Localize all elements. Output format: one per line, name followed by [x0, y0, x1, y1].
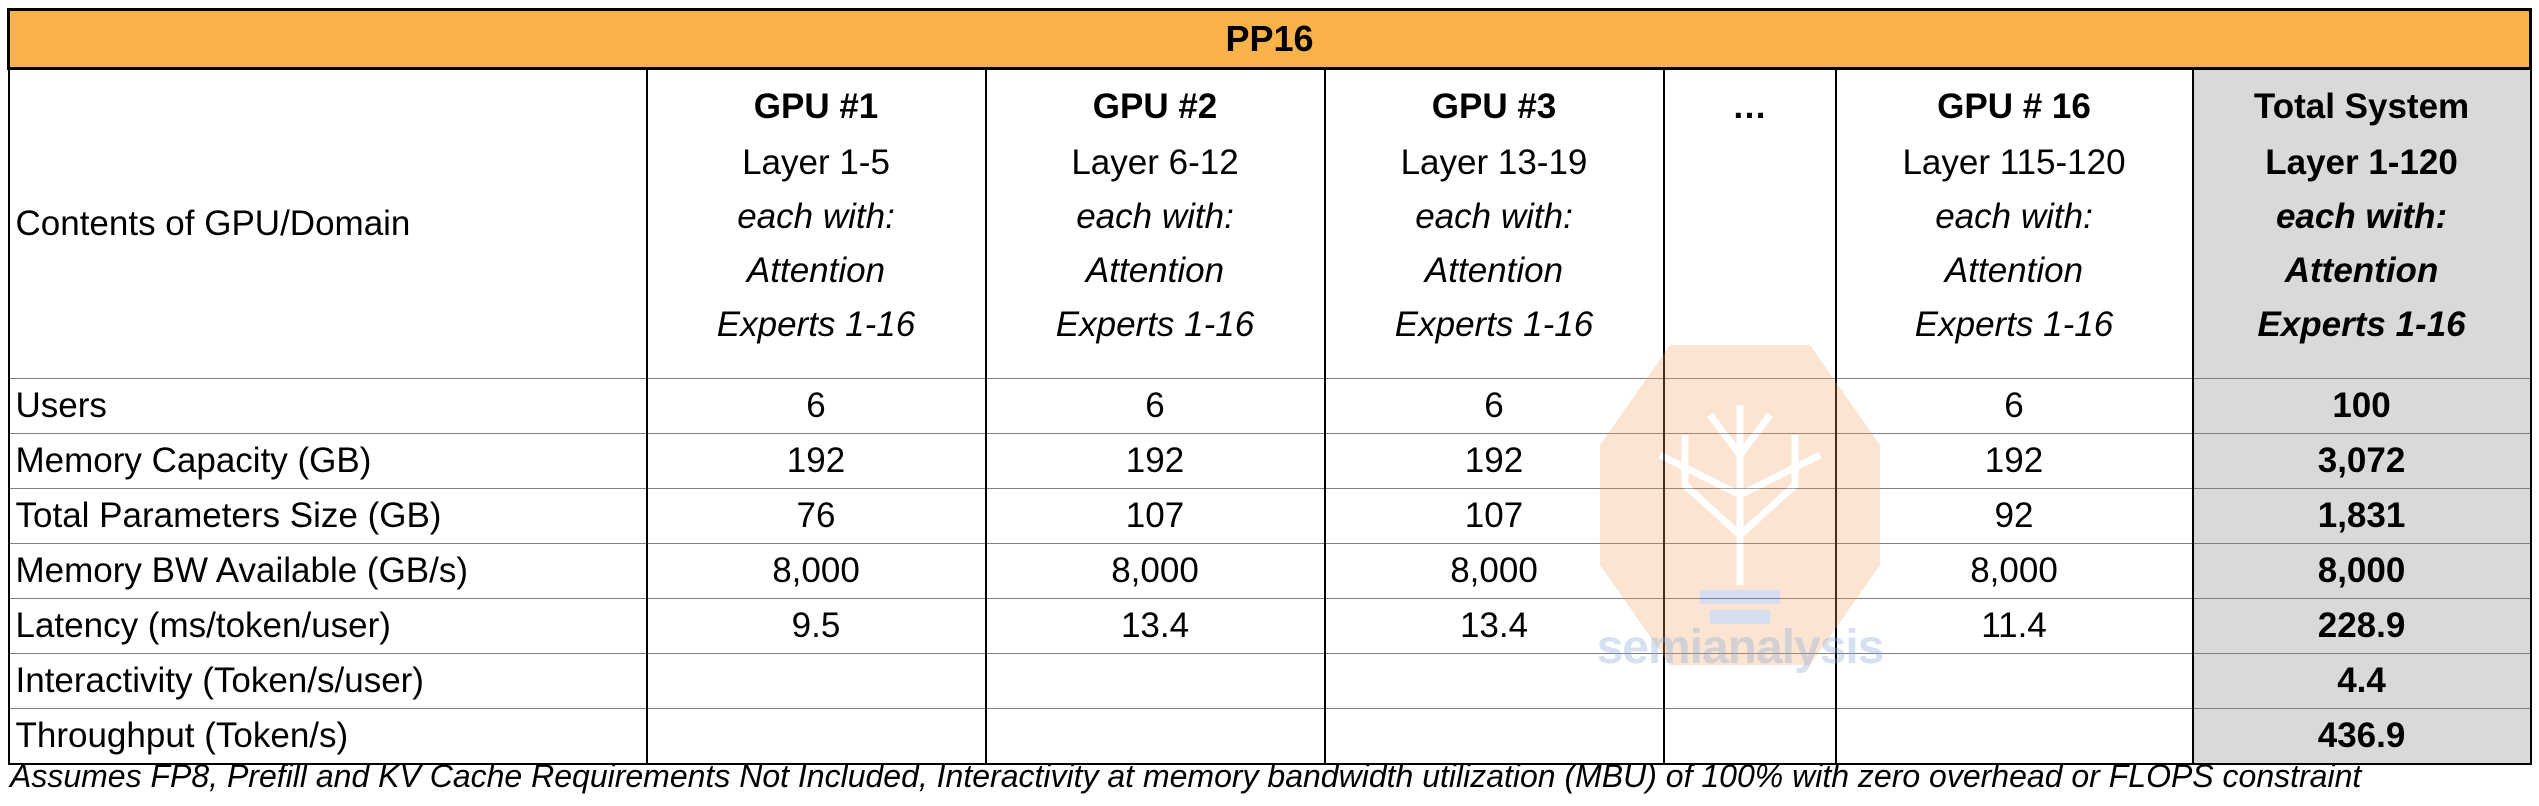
- experts-label: Experts 1-16: [1914, 305, 2114, 344]
- table-title: PP16: [6, 8, 2533, 70]
- table-cell: 192: [645, 433, 987, 489]
- table-cell: 6: [984, 378, 1326, 434]
- pp16-table-container: PP16 Contents of GPU/Domain GPU #1 Layer…: [6, 8, 2533, 765]
- column-header-gpu-16: GPU # 16 Layer 115-120 each with: Attent…: [1834, 68, 2194, 379]
- table-row: Latency (ms/token/user) 9.5 13.4 13.4 11.4 22…: [7, 598, 2532, 654]
- row-label: Throughput (Token/s): [7, 708, 648, 765]
- row-header-label: Contents of GPU/Domain: [7, 68, 648, 379]
- total-cell: 436.9: [2191, 708, 2532, 765]
- attention-label: Attention: [1085, 251, 1225, 290]
- table-row: Memory BW Available (GB/s) 8,000 8,000 8,00…: [7, 543, 2532, 599]
- layer-range: Layer 6-12: [1071, 143, 1239, 182]
- layer-range: Layer 1-120: [2265, 143, 2458, 182]
- table-cell: 192: [1834, 433, 2194, 489]
- column-name: Total System: [2253, 87, 2470, 126]
- table-cell: [984, 653, 1326, 709]
- table-cell: [645, 653, 987, 709]
- table-cell: 192: [1323, 433, 1665, 489]
- layer-range: Layer 1-5: [742, 143, 890, 182]
- each-with-label: each with:: [1935, 197, 2093, 236]
- table-cell: [984, 708, 1326, 765]
- each-with-label: each with:: [737, 197, 895, 236]
- total-cell: 8,000: [2191, 543, 2532, 599]
- row-label: Total Parameters Size (GB): [7, 488, 648, 544]
- table-cell: 107: [984, 488, 1326, 544]
- experts-label: Experts 1-16: [2257, 305, 2466, 344]
- header-row: Contents of GPU/Domain GPU #1 Layer 1-5 …: [7, 68, 2532, 379]
- table-cell: 76: [645, 488, 987, 544]
- column-name: GPU #3: [1431, 87, 1557, 126]
- row-label: Memory Capacity (GB): [7, 433, 648, 489]
- pp16-table: PP16 Contents of GPU/Domain GPU #1 Layer…: [6, 8, 2533, 765]
- layer-range: Layer 13-19: [1400, 143, 1588, 182]
- total-cell: 100: [2191, 378, 2532, 434]
- table-cell: 6: [1323, 378, 1665, 434]
- table-cell: 6: [645, 378, 987, 434]
- table-cell: 8,000: [645, 543, 987, 599]
- table-cell: [1323, 708, 1665, 765]
- experts-label: Experts 1-16: [1394, 305, 1594, 344]
- table-cell: [1662, 598, 1837, 654]
- table-footnote: Assumes FP8, Prefill and KV Cache Requir…: [10, 758, 2362, 794]
- attention-label: Attention: [1424, 251, 1564, 290]
- total-cell: 228.9: [2191, 598, 2532, 654]
- ellipsis-label: …: [1732, 87, 1767, 126]
- table-cell: 13.4: [1323, 598, 1665, 654]
- table-cell: 13.4: [984, 598, 1326, 654]
- row-label: Latency (ms/token/user): [7, 598, 648, 654]
- each-with-label: each with:: [1415, 197, 1573, 236]
- row-label: Interactivity (Token/s/user): [7, 653, 648, 709]
- table-cell: 8,000: [1834, 543, 2194, 599]
- table-cell: [1662, 488, 1837, 544]
- table-cell: 11.4: [1834, 598, 2194, 654]
- column-name: GPU #1: [753, 87, 879, 126]
- table-cell: 8,000: [1323, 543, 1665, 599]
- table-cell: 9.5: [645, 598, 987, 654]
- row-label: Memory BW Available (GB/s): [7, 543, 648, 599]
- table-cell: [1662, 543, 1837, 599]
- total-cell: 1,831: [2191, 488, 2532, 544]
- watermark-text: semianalysis: [1596, 621, 1885, 674]
- table-cell: [1662, 433, 1837, 489]
- table-cell: [645, 708, 987, 765]
- column-header-total-system: Total System Layer 1-120 each with: Atte…: [2191, 68, 2532, 379]
- each-with-label: each with:: [1076, 197, 1234, 236]
- table-row: Interactivity (Token/s/user) 4.4: [7, 653, 2532, 709]
- table-row: Memory Capacity (GB) 192 192 192 192 3,072: [7, 433, 2532, 489]
- column-name: GPU # 16: [1937, 87, 2091, 126]
- table-cell: [1662, 378, 1837, 434]
- layer-range: Layer 115-120: [1902, 143, 2126, 182]
- each-with-label: each with:: [2275, 197, 2448, 236]
- experts-label: Experts 1-16: [716, 305, 916, 344]
- table-cell: 107: [1323, 488, 1665, 544]
- row-label: Users: [7, 378, 648, 434]
- table-row: Throughput (Token/s) 436.9: [7, 708, 2532, 765]
- column-header-gpu-2: GPU #2 Layer 6-12 each with: Attention E…: [984, 68, 1326, 379]
- table-cell: 192: [984, 433, 1326, 489]
- total-cell: 4.4: [2191, 653, 2532, 709]
- attention-label: Attention: [1944, 251, 2084, 290]
- total-cell: 3,072: [2191, 433, 2532, 489]
- column-header-gpu-3: GPU #3 Layer 13-19 each with: Attention …: [1323, 68, 1665, 379]
- table-cell: [1834, 708, 2194, 765]
- experts-label: Experts 1-16: [1055, 305, 1255, 344]
- table-cell: 6: [1834, 378, 2194, 434]
- column-header-ellipsis: …: [1662, 68, 1837, 379]
- table-cell: [1323, 653, 1665, 709]
- table-cell: [1662, 708, 1837, 765]
- table-cell: [1834, 653, 2194, 709]
- attention-label: Attention: [746, 251, 886, 290]
- column-name: GPU #2: [1092, 87, 1218, 126]
- table-cell: 92: [1834, 488, 2194, 544]
- column-header-gpu-1: GPU #1 Layer 1-5 each with: Attention Ex…: [645, 68, 987, 379]
- table-cell: [1662, 653, 1837, 709]
- attention-label: Attention: [2284, 251, 2439, 290]
- table-cell: 8,000: [984, 543, 1326, 599]
- table-row: Total Parameters Size (GB) 76 107 107 92 1,83…: [7, 488, 2532, 544]
- table-row: Users 6 6 6 6 100: [7, 378, 2532, 434]
